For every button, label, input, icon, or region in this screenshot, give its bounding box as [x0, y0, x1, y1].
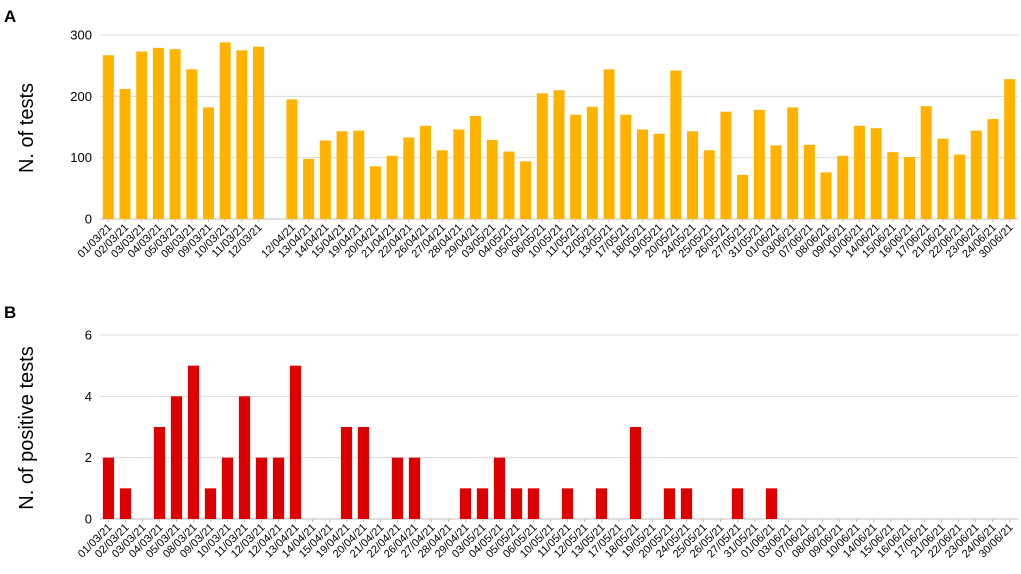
- panel-b-bar: [527, 488, 540, 519]
- panel-a-bar: [286, 99, 298, 219]
- panel-a-bar: [737, 174, 749, 219]
- panel-a-bar: [403, 137, 415, 219]
- panel-b-bar: [102, 457, 115, 519]
- panel-b-bar: [680, 488, 693, 519]
- panel-a-bar: [570, 114, 582, 219]
- panel-b-bar: [595, 488, 608, 519]
- panel-a-bar: [419, 125, 431, 219]
- panel-a-bar: [853, 125, 865, 219]
- panel-a-bar: [937, 138, 949, 219]
- panel-b-y-tick-label: 6: [85, 328, 92, 343]
- panel-a-bar: [954, 154, 966, 219]
- panel-a-y-tick-label: 200: [70, 89, 92, 104]
- panel-b-y-axis-label: N. of positive tests: [16, 346, 38, 509]
- panel-a-label: A: [4, 7, 16, 26]
- panel-a-bar: [119, 88, 131, 220]
- panel-a-bar: [236, 50, 248, 220]
- panel-a-y-tick-label: 100: [70, 150, 92, 165]
- panel-b-bar: [476, 488, 489, 519]
- panel-a-bar: [453, 129, 465, 219]
- panel-a-bar: [987, 119, 999, 219]
- panel-b-bar: [221, 457, 234, 519]
- panel-a-bar: [603, 69, 615, 219]
- panel-a-y-axis-label: N. of tests: [16, 83, 38, 173]
- panel-a-bar: [503, 151, 515, 219]
- panel-b-bar: [187, 365, 200, 519]
- panel-a-bar: [486, 139, 498, 219]
- panel-a-bar: [670, 70, 682, 219]
- panel-b-bar: [119, 488, 132, 519]
- panel-a-bar: [653, 133, 665, 219]
- panel-a-bar: [1004, 79, 1016, 219]
- panel-a-bar: [753, 109, 765, 219]
- panel-b-bar: [238, 396, 251, 519]
- panel-b-bar: [170, 396, 183, 519]
- panel-a-bar: [136, 51, 148, 220]
- panel-b-label: B: [4, 303, 16, 322]
- panel-a-bar: [436, 150, 448, 219]
- panel-b-bar: [408, 457, 421, 519]
- panel-a-bar: [319, 140, 331, 219]
- panel-b-bar: [204, 488, 217, 519]
- panel-a-bar: [770, 145, 782, 219]
- panel-b-y-tick-label: 4: [85, 389, 92, 404]
- panel-b-bar: [289, 365, 302, 519]
- panel-a-bar: [202, 107, 214, 219]
- panel-a-bar: [102, 55, 114, 219]
- panel-a-bar: [369, 166, 381, 219]
- panel-a-bar: [837, 155, 849, 219]
- panel-a-bar: [904, 157, 916, 219]
- panel-a-bar: [803, 144, 815, 219]
- panel-a-bar: [186, 69, 198, 219]
- panel-a-y-tick-label: 0: [85, 212, 92, 227]
- panel-b-bar: [340, 427, 353, 519]
- panel-a-bar: [787, 107, 799, 219]
- panel-b-y-tick-label: 2: [85, 450, 92, 465]
- panel-b-bar: [765, 488, 778, 519]
- panel-a-bar: [386, 155, 398, 219]
- panel-a-bar: [536, 93, 548, 219]
- panel-a-bar: [303, 158, 315, 219]
- panel-a-bar: [870, 128, 882, 219]
- panel-b-bar: [663, 488, 676, 519]
- panel-a-bar: [553, 90, 565, 219]
- panel-b-bar: [255, 457, 268, 519]
- panel-a-bar: [820, 172, 832, 219]
- panel-a-bar: [253, 46, 265, 219]
- panel-a-bar: [687, 131, 699, 219]
- panel-a-bar: [887, 152, 899, 219]
- panel-a-bar: [470, 115, 482, 219]
- panel-b-bar: [153, 427, 166, 519]
- panel-a-bar: [703, 150, 715, 219]
- panel-a-bar: [920, 106, 932, 219]
- panel-b-y-tick-label: 0: [85, 512, 92, 527]
- panel-a-bar: [636, 129, 648, 219]
- panel-b-chart: B N. of positive tests 024601/03/2102/03…: [4, 303, 1018, 560]
- panel-a-y-tick-label: 300: [70, 28, 92, 43]
- panel-b-bar: [629, 427, 642, 519]
- panel-a-bar: [620, 114, 632, 219]
- panel-a-bar: [353, 130, 365, 219]
- panel-b-bar: [357, 427, 370, 519]
- panel-b-bar: [459, 488, 472, 519]
- panel-b-bar: [391, 457, 404, 519]
- panel-b-bar: [493, 457, 506, 519]
- panel-b-bar: [272, 457, 285, 519]
- panel-a-bar: [219, 42, 231, 219]
- panel-a-bar: [336, 131, 348, 219]
- panel-b-bar: [731, 488, 744, 519]
- panel-a-bar: [720, 111, 732, 219]
- panel-a-bar: [520, 161, 532, 219]
- panel-a-bar: [169, 49, 181, 220]
- panel-b-bar: [510, 488, 523, 519]
- panel-a-bar: [970, 130, 982, 219]
- panel-a-bar: [586, 106, 598, 219]
- panel-a-bar: [152, 47, 164, 219]
- panel-b-bar: [561, 488, 574, 519]
- panel-a-chart: A N. of tests 010020030001/03/2102/03/21…: [4, 7, 1018, 260]
